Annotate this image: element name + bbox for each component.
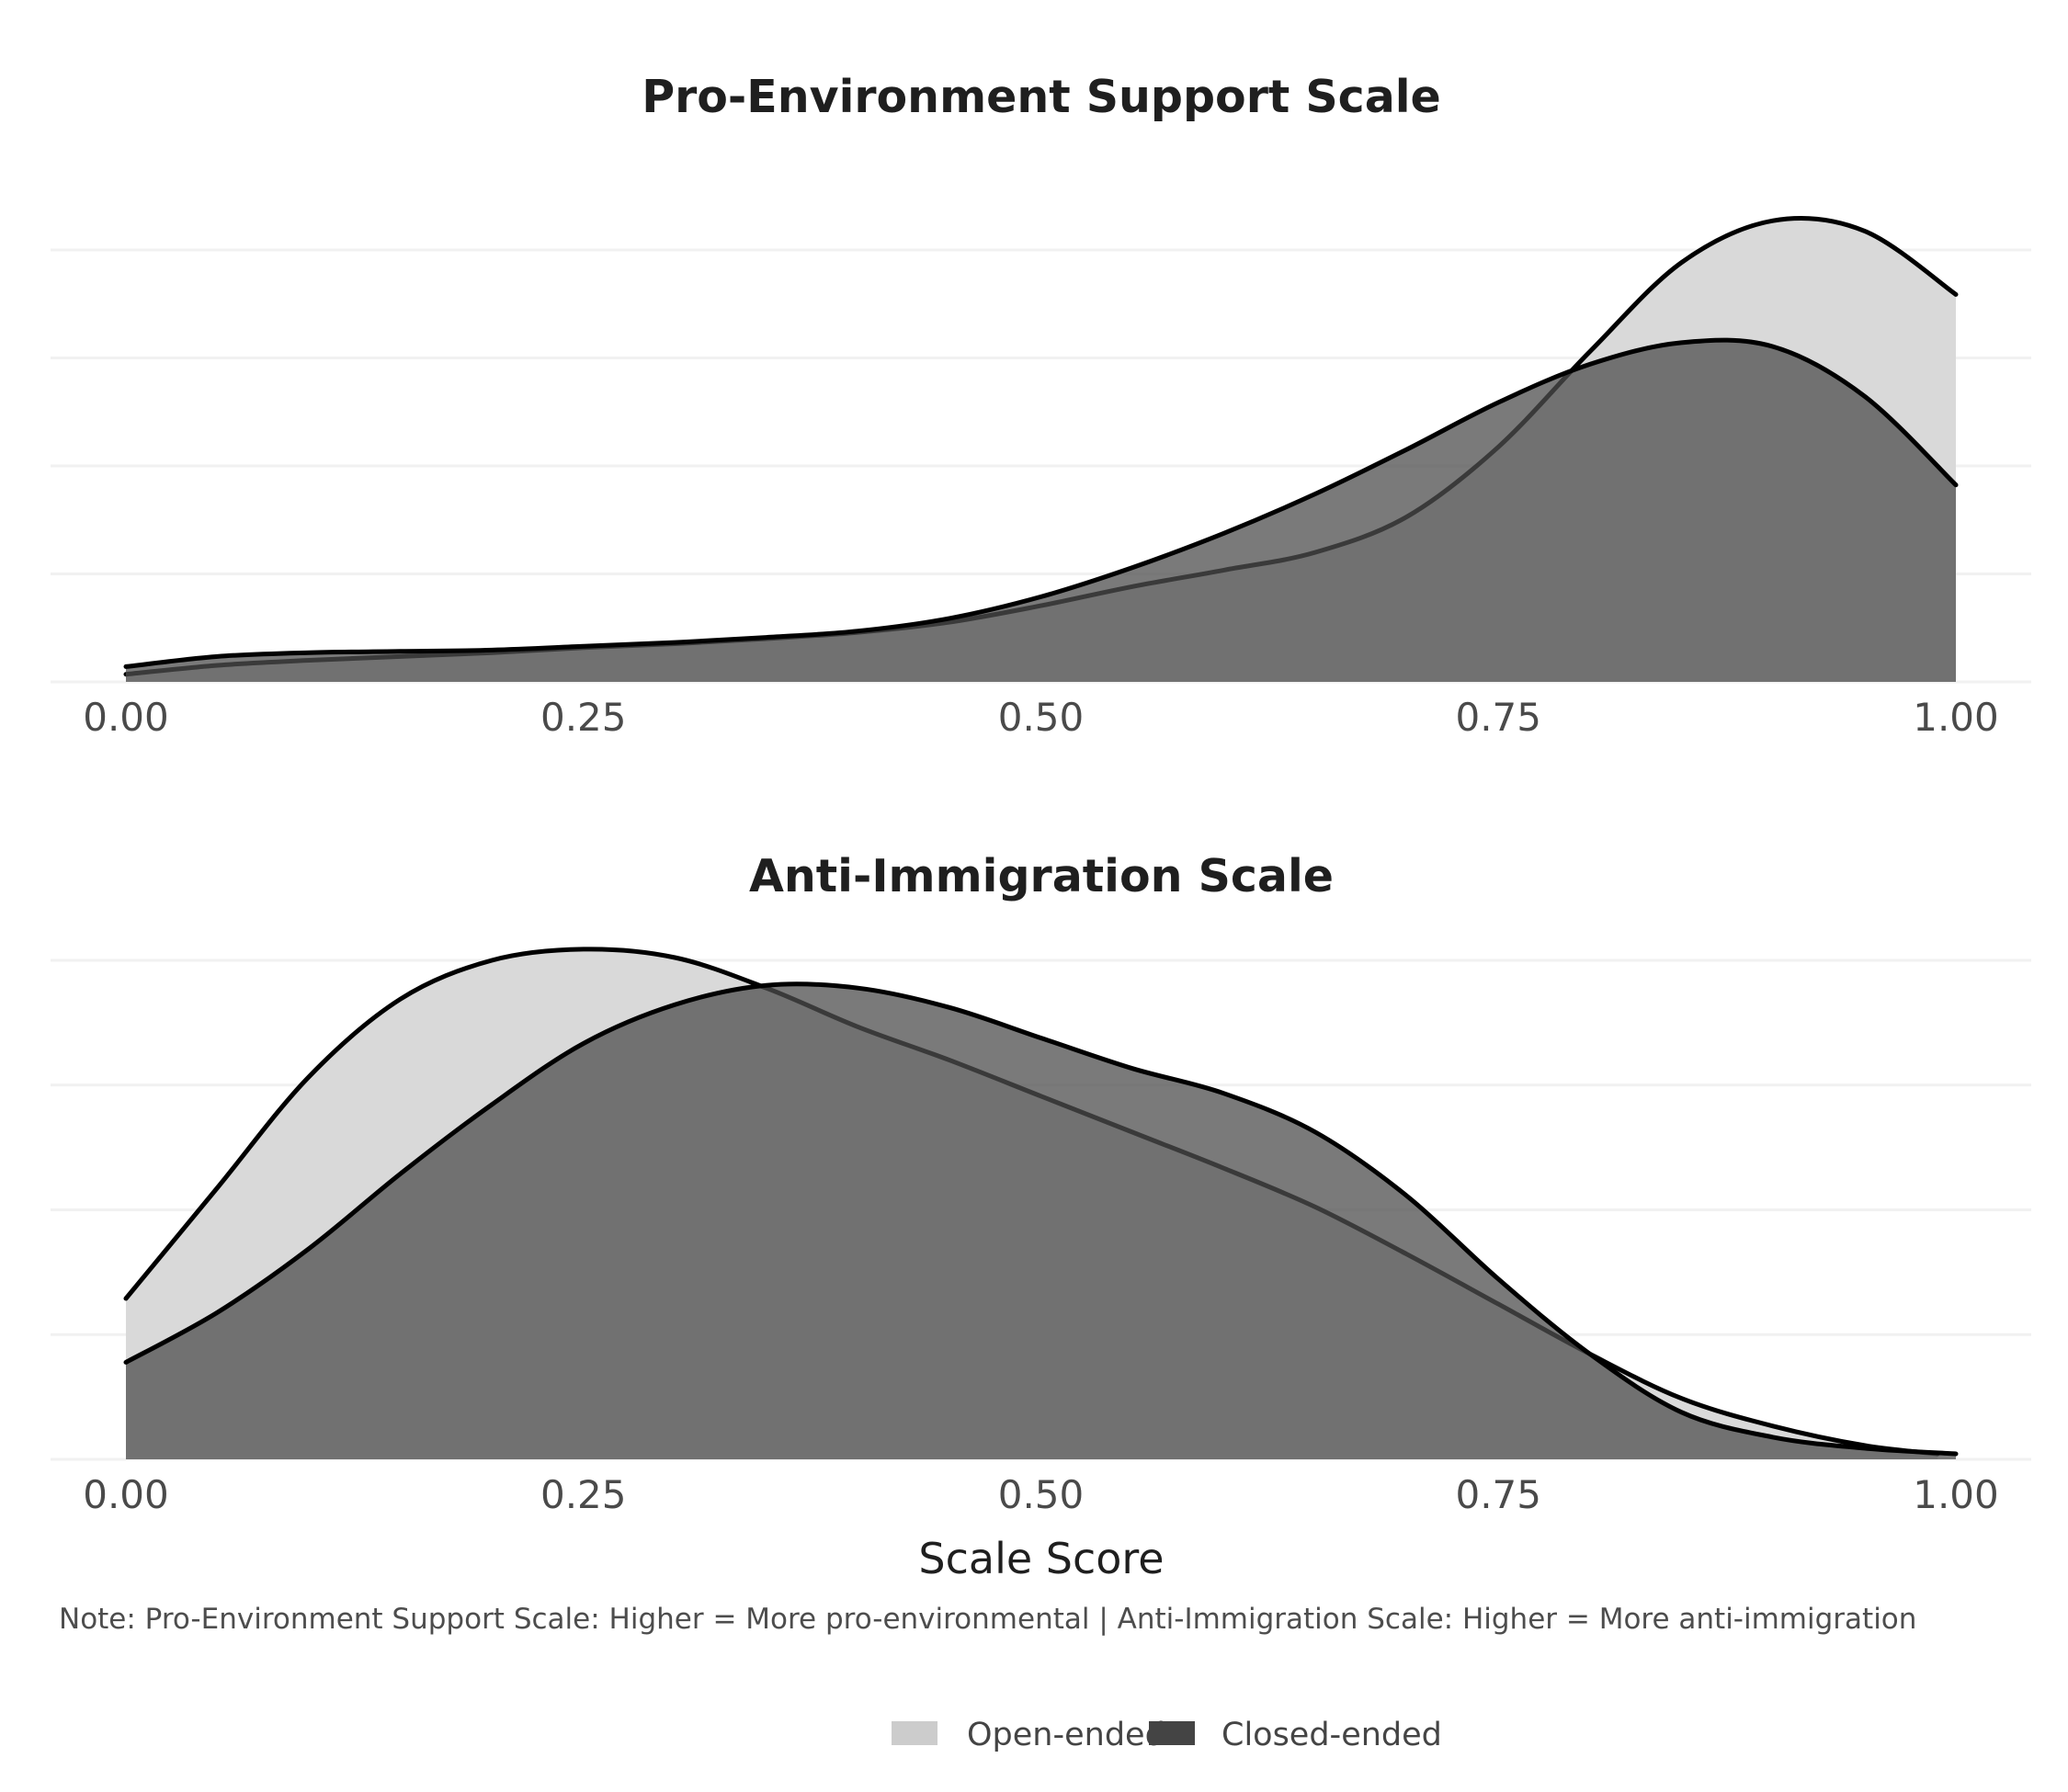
panel-title: Anti-Immigration Scale	[749, 850, 1334, 902]
density-areas	[123, 947, 1959, 1459]
x-tick-label: 0.00	[83, 1472, 169, 1517]
legend-swatch-closed-ended	[1149, 1721, 1195, 1745]
panel-title: Pro-Environment Support Scale	[642, 71, 1441, 123]
x-tick-label: 1.00	[1913, 1472, 1999, 1517]
panel-anti-immigration: Anti-Immigration Scale 0.00 0.25 0.50 0.75 1…	[51, 850, 2031, 1517]
caption-note: Note: Pro-Environment Support Scale: Hig…	[59, 1603, 1916, 1636]
x-tick-label: 0.00	[83, 695, 169, 740]
x-tick-labels: 0.00 0.25 0.50 0.75 1.00	[83, 695, 1999, 740]
density-line-closed-ended	[123, 337, 1959, 669]
x-tick-labels: 0.00 0.25 0.50 0.75 1.00	[83, 1472, 1999, 1517]
density-areas	[123, 216, 1959, 683]
x-axis-title: Scale Score	[918, 1534, 1164, 1583]
x-tick-label: 0.50	[998, 1472, 1085, 1517]
x-tick-label: 0.75	[1455, 1472, 1541, 1517]
legend-label-closed-ended: Closed-ended	[1221, 1717, 1442, 1753]
density-area-closed-ended	[126, 340, 1956, 682]
legend-swatch-open-ended	[892, 1721, 937, 1745]
x-tick-label: 0.25	[540, 695, 627, 740]
x-tick-label: 1.00	[1913, 695, 1999, 740]
panel-pro-environment: Pro-Environment Support Scale 0.00 0.25 0.…	[51, 71, 2031, 740]
x-tick-label: 0.75	[1455, 695, 1541, 740]
x-tick-label: 0.25	[540, 1472, 627, 1517]
legend-label-open-ended: Open-ended	[967, 1717, 1165, 1753]
legend: Open-ended Closed-ended	[892, 1717, 1442, 1753]
density-line-closed-ended	[123, 981, 1959, 1457]
x-tick-label: 0.50	[998, 695, 1085, 740]
density-area-closed-ended	[126, 983, 1956, 1459]
